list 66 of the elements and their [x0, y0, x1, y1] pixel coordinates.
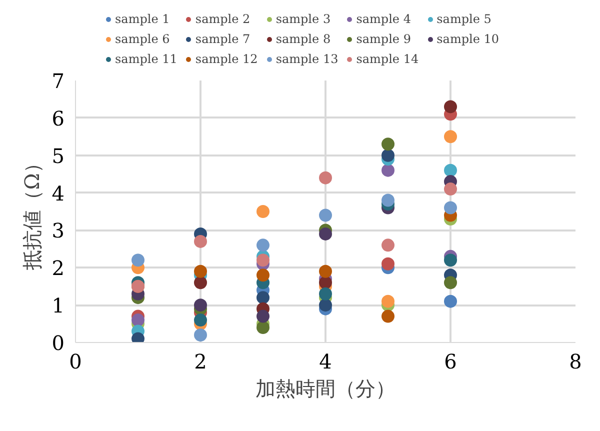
point: [319, 287, 332, 300]
point: [382, 238, 394, 252]
legend-label: sample 6: [115, 32, 170, 46]
legend-label: sample 12: [195, 52, 258, 66]
legend-label: sample 13: [276, 52, 338, 66]
y-tick-label: 7: [52, 69, 65, 93]
point: [444, 100, 457, 114]
point: [194, 234, 207, 248]
point: [319, 171, 332, 184]
point: [319, 227, 332, 240]
legend-label: sample 8: [276, 32, 331, 46]
point: [382, 294, 394, 308]
legend-label: sample 9: [356, 32, 411, 46]
point: [444, 130, 457, 144]
point: [256, 254, 270, 267]
y-tick-label: 1: [52, 294, 65, 318]
legend-label: sample 3: [276, 12, 331, 26]
point: [382, 148, 394, 162]
legend-label: sample 4: [356, 12, 411, 26]
x-tick-label: 4: [319, 350, 332, 374]
y-tick-label: 4: [52, 181, 65, 206]
point: [132, 254, 144, 267]
point: [382, 257, 394, 270]
y-tick-label: 0: [52, 331, 65, 355]
point: [256, 205, 270, 218]
legend-label: sample 2: [195, 12, 250, 26]
point: [194, 264, 207, 278]
x-tick-label: 8: [569, 350, 582, 374]
x-axis-title: 加熱時間（分）: [256, 376, 396, 400]
legend-label: sample 10: [436, 32, 500, 46]
point: [319, 264, 332, 278]
legend-label: sample 5: [436, 12, 492, 26]
point: [319, 208, 332, 222]
point: [382, 194, 394, 207]
point: [256, 268, 270, 282]
point: [194, 314, 207, 327]
x-tick-label: 2: [194, 350, 207, 374]
point: [132, 314, 144, 327]
x-tick-label: 6: [444, 350, 457, 374]
point: [194, 298, 207, 312]
point: [382, 164, 394, 177]
legend-label: sample 1: [115, 12, 170, 26]
point: [256, 291, 270, 304]
y-tick-label: 2: [52, 256, 65, 280]
point: [256, 321, 270, 334]
point: [382, 310, 394, 323]
point: [194, 328, 207, 342]
y-axis-title: 抵抗値（Ω）: [20, 153, 44, 271]
point: [194, 276, 207, 290]
legend-label: sample 7: [195, 32, 250, 46]
legend-label: sample 11: [115, 52, 178, 66]
y-tick-label: 5: [52, 144, 65, 168]
point: [444, 201, 457, 214]
point: [319, 298, 332, 312]
point: [382, 138, 394, 151]
point: [256, 238, 270, 252]
point: [444, 254, 457, 267]
point: [444, 276, 457, 290]
point: [444, 164, 457, 177]
y-tick-label: 3: [52, 218, 65, 243]
legend-label: sample 14: [356, 52, 419, 66]
x-tick-label: 0: [69, 350, 82, 374]
point: [444, 182, 457, 196]
point: [256, 310, 270, 323]
point: [444, 294, 457, 308]
y-tick-label: 6: [52, 106, 65, 130]
